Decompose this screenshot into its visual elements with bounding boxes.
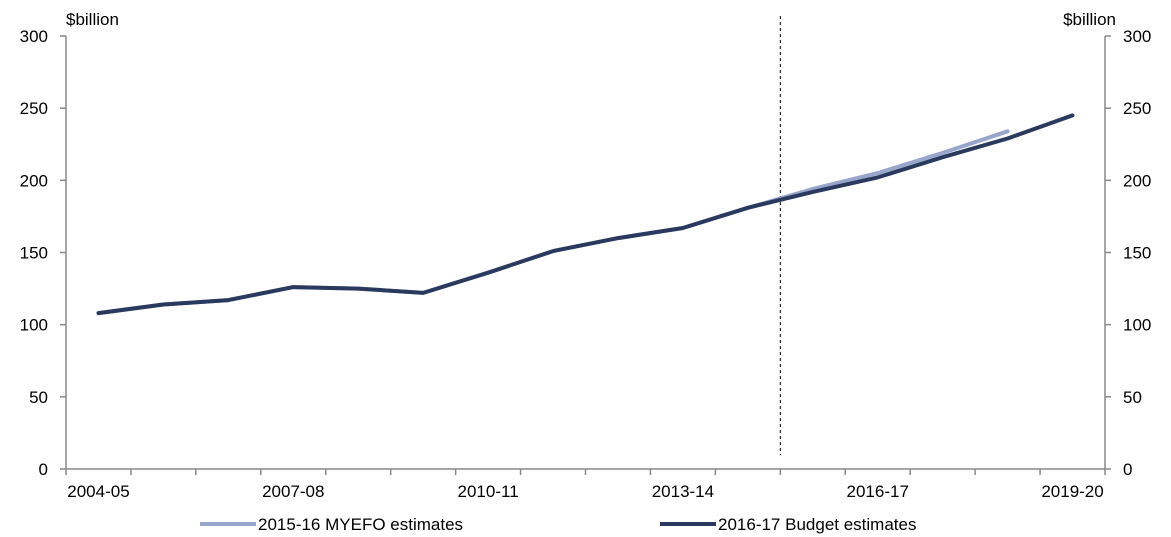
legend: 2015-16 MYEFO estimates 2016-17 Budget es… bbox=[200, 515, 916, 534]
x-tick-label: 2010-11 bbox=[458, 482, 519, 501]
y-tick-label-right: 250 bbox=[1123, 99, 1151, 118]
y-tick-label-right: 0 bbox=[1123, 460, 1132, 479]
x-tick-label: 2019-20 bbox=[1041, 482, 1103, 501]
y-tick-label-left: 250 bbox=[20, 99, 48, 118]
chart-ticks bbox=[60, 35, 1111, 475]
legend-label: 2016-17 Budget estimates bbox=[718, 515, 916, 534]
y-axis-title-left: $billion bbox=[66, 10, 119, 29]
series-line-2 bbox=[96, 113, 1075, 316]
y-tick-label-right: 300 bbox=[1123, 27, 1151, 46]
y-axis-labels: 0 0 50 50 100 100 150 150 200 200 250 250 300 300 bbox=[20, 27, 1152, 479]
chart-axes bbox=[65, 36, 1106, 470]
x-tick-label: 2013-14 bbox=[652, 482, 714, 501]
x-tick-label: 2004-05 bbox=[67, 482, 129, 501]
y-tick-label-left: 200 bbox=[20, 171, 48, 190]
series-lines bbox=[96, 113, 1075, 316]
y-tick-label-right: 150 bbox=[1123, 244, 1151, 263]
y-tick-label-right: 50 bbox=[1123, 388, 1142, 407]
x-tick-label: 2007-08 bbox=[262, 482, 324, 501]
x-tick-label: 2016-17 bbox=[847, 482, 909, 501]
x-axis-labels: 2004-05 2007-08 2010-11 2013-14 2016-17 2019-… bbox=[67, 482, 1103, 501]
series-line-1 bbox=[96, 129, 1010, 316]
y-tick-label-left: 50 bbox=[29, 388, 48, 407]
y-tick-label-left: 150 bbox=[20, 244, 48, 263]
legend-label: 2015-16 MYEFO estimates bbox=[258, 515, 463, 534]
y-tick-label-left: 300 bbox=[20, 27, 48, 46]
y-tick-label-left: 100 bbox=[20, 316, 48, 335]
y-tick-label-right: 200 bbox=[1123, 171, 1151, 190]
y-axis-title-right: $billion bbox=[1063, 10, 1116, 29]
y-tick-label-right: 100 bbox=[1123, 316, 1151, 335]
y-tick-label-left: 0 bbox=[39, 460, 48, 479]
